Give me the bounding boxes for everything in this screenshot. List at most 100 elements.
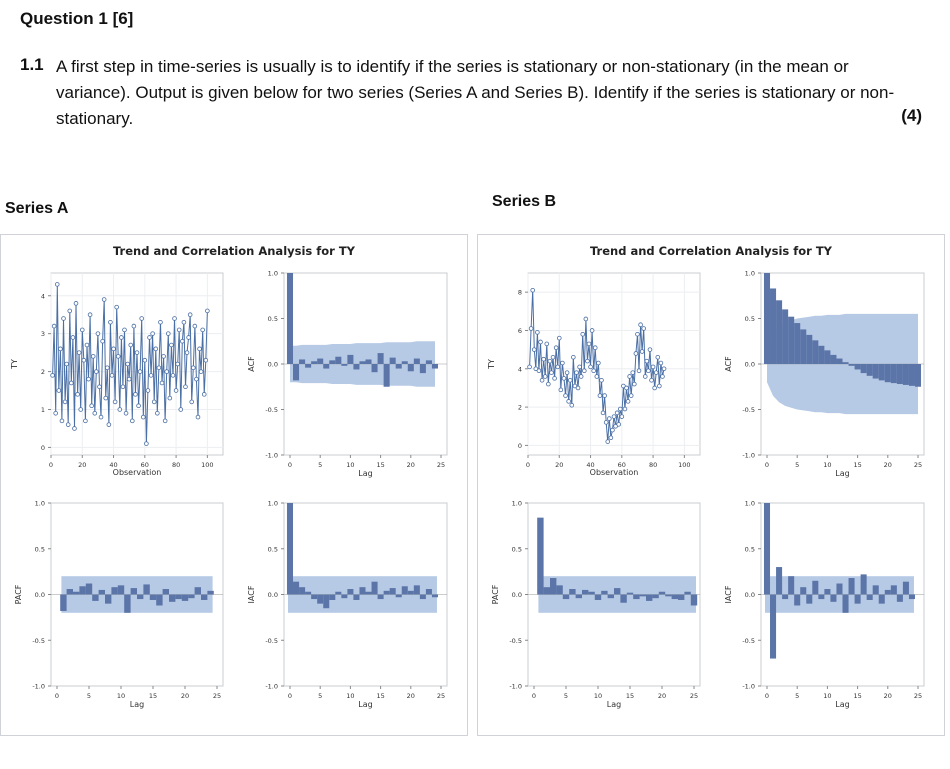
series-b-iacf-xtick-label: 0 [765, 692, 769, 700]
series-a-pacf-bar [207, 590, 214, 595]
series-a-acf-bar [395, 364, 402, 369]
series-a-series-plot-point [90, 354, 96, 359]
series-b-acf-ytick-label: 0.5 [745, 315, 755, 323]
series-b-series-plot-ytick-label: 2 [518, 404, 522, 412]
series-b-series-plot-point [531, 347, 537, 352]
series-b-series-plot-xtick-label: 60 [618, 461, 626, 469]
series-b-series-plot-point [553, 345, 559, 351]
series-a-iacf-ytick-label: -0.5 [265, 637, 278, 645]
series-b-pacf-bar [652, 594, 659, 599]
series-b-chart-grid: Trend and Correlation Analysis for TY 0 2 4… [487, 244, 925, 709]
series-b-series-plot-xtick-label: 0 [526, 461, 530, 469]
series-b-iacf-bar [878, 594, 885, 604]
series-a-acf-bar [389, 357, 396, 364]
series-b-series-plot-point [561, 376, 567, 381]
series-a-series-plot-point [54, 282, 60, 287]
series-a-series-plot-point [62, 399, 68, 405]
series-b-series-plot-point [592, 345, 598, 351]
series-b-series-plot-point [599, 377, 604, 383]
series-a-pacf-bar [137, 594, 144, 600]
series-b-acf-ylabel: ACF [724, 356, 733, 372]
series-a-series-plot-point [147, 335, 152, 340]
series-b-acf-bar [776, 300, 783, 364]
series-a-acf-bar [347, 354, 354, 364]
series-b-series-plot-point [564, 370, 570, 375]
series-b-pacf-bar [569, 589, 576, 595]
series-b-pacf-bar [614, 588, 621, 595]
series-a-pacf-bar [60, 594, 67, 611]
series-b-iacf-bar [908, 594, 915, 600]
series-b-pacf-bar [556, 585, 563, 595]
series-a-pacf-bar [143, 584, 150, 595]
series-b-series-plot-point [642, 374, 648, 379]
series-b-series-plot-point [614, 410, 620, 416]
series-b-series-plot-point [647, 347, 653, 352]
series-b-pacf-bar [646, 594, 653, 601]
series-b-acf-bar [794, 323, 801, 364]
series-a-series-plot-point [123, 410, 129, 416]
series-a-series-plot-point [53, 410, 58, 416]
series-b-acf-xtick-label: 20 [884, 461, 892, 469]
series-b-pacf-bar [594, 594, 602, 600]
series-b-series-plot-point [641, 326, 647, 331]
series-b-series-plot-point [594, 374, 600, 379]
series-b-series-plot-point [597, 393, 603, 398]
series-a-acf-bar [329, 360, 336, 364]
series-a-series-plot-point [95, 331, 101, 336]
series-b-pacf-xtick-label: 15 [626, 692, 634, 700]
series-b-pacf-xtick-label: 10 [594, 692, 602, 700]
series-b-series-plot-xtick-label: 80 [649, 461, 657, 469]
series-a-pacf-bar [105, 594, 112, 604]
series-b-iacf-bar [842, 594, 849, 613]
series-b-pacf-bar [588, 591, 595, 595]
series-a-series-plot-point [145, 388, 151, 393]
series-a-acf-bar [299, 359, 306, 364]
series-a-series-plot-point [156, 365, 162, 371]
series-a-series-plot-ytick-label: 1 [41, 406, 45, 414]
series-a-iacf-bar [293, 581, 300, 595]
series-a-iacf-ytick-label: 0.0 [268, 591, 278, 599]
series-a-series-plot-point [120, 384, 126, 390]
series-b-acf-ytick-label: 0.0 [745, 361, 755, 369]
series-b-acf-xtick-label: 10 [823, 461, 831, 469]
series-a-chart-title: Trend and Correlation Analysis for TY [113, 244, 356, 258]
series-b-iacf-bar [854, 594, 861, 604]
series-a-series-plot-point [150, 331, 155, 336]
series-b-iacf-bar [800, 587, 807, 595]
series-a-series-plot-point [92, 410, 98, 416]
series-b-pacf-xtick-label: 0 [532, 692, 536, 700]
series-a-acf-xtick-label: 5 [318, 461, 322, 469]
series-b-pacf-bar [575, 594, 582, 599]
series-a-series-plot-point [125, 361, 130, 367]
series-a-iacf-bar [425, 589, 432, 595]
series-b-iacf-bar [794, 594, 801, 606]
series-a-acf-bar [341, 364, 348, 366]
series-b-series-plot-point [581, 368, 587, 374]
series-b-iacf-xtick-label: 10 [823, 692, 831, 700]
series-b-iacf-xtick-label: 20 [884, 692, 892, 700]
series-a-series-plot-point [106, 422, 112, 427]
series-b-iacf-bar [806, 594, 813, 604]
series-a-series-plot-point [133, 392, 138, 397]
series-a-series-plot-point [114, 304, 119, 310]
series-a-series-plot-point [61, 316, 66, 321]
series-a-series-plot-point [167, 395, 173, 401]
series-a-series-plot-point [131, 323, 137, 329]
series-b-iacf-bar [818, 594, 825, 600]
series-a-pacf-bar [175, 594, 182, 600]
series-a-series-plot-point [189, 399, 195, 405]
series-b-series-plot-point [616, 422, 621, 427]
series-a-series-plot-point [137, 369, 143, 374]
series-b-acf-bar [824, 350, 831, 364]
series-b-pacf-bar [665, 594, 672, 597]
question-number: 1.1 [20, 55, 44, 74]
series-a-series-plot-point [86, 376, 91, 382]
series-b-acf-bar [788, 316, 795, 364]
series-a-series-plot-point [170, 373, 176, 378]
series-b-pacf-bar [690, 594, 698, 606]
series-a-acf-xtick-label: 15 [376, 461, 384, 469]
series-b-series-plot-point [567, 377, 573, 383]
series-a-acf-bar [377, 353, 384, 364]
series-a-pacf-bar [156, 594, 163, 606]
series-b-acf-xtick-label: 5 [795, 461, 799, 469]
